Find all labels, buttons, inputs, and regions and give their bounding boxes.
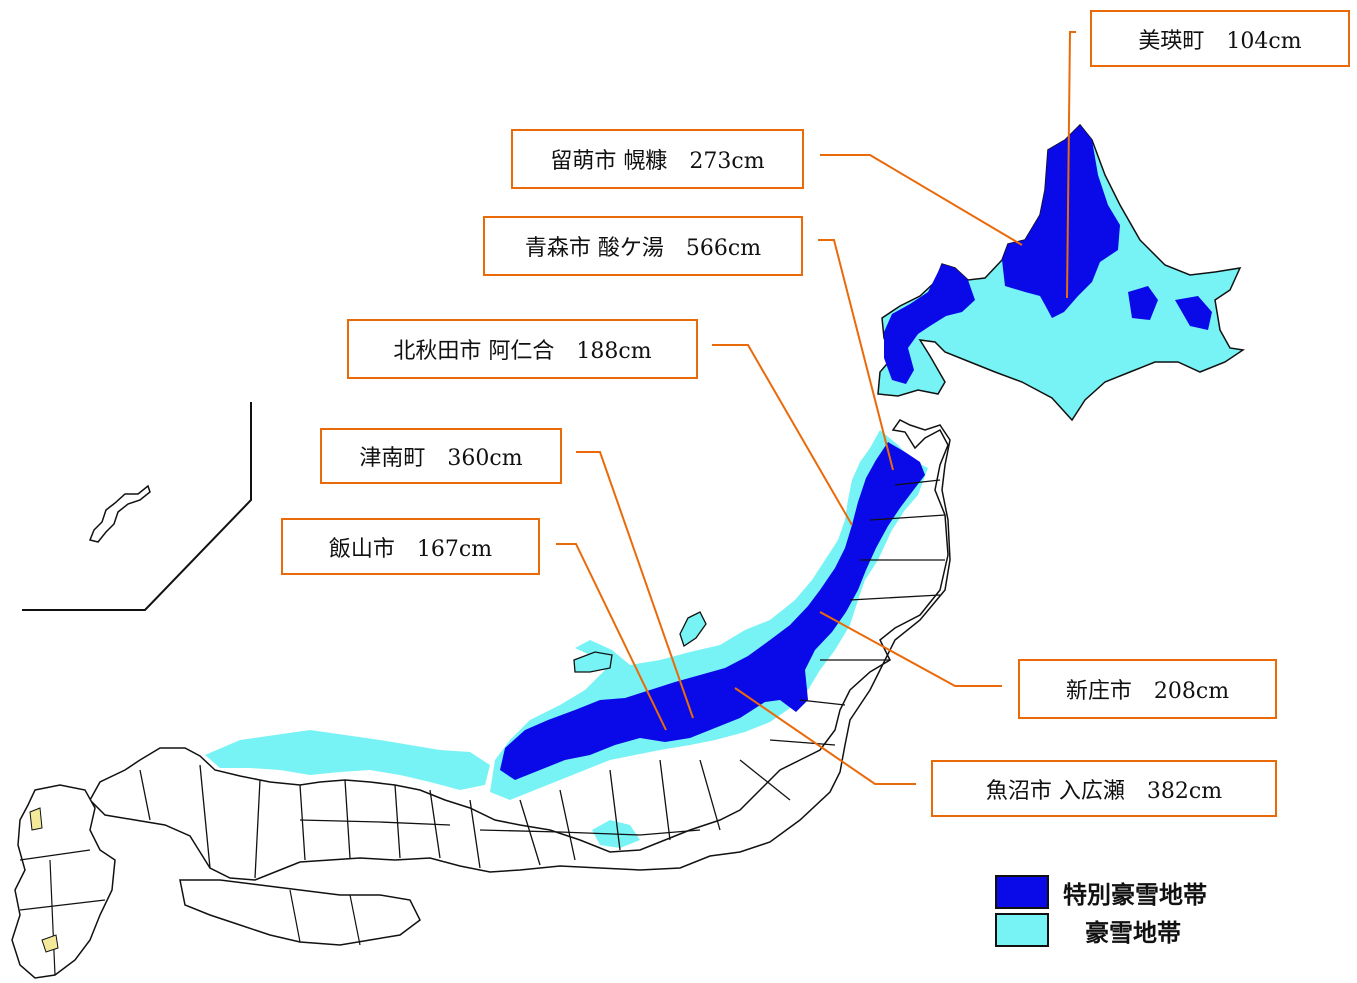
legend-label-special: 特別豪雪地帯 <box>1063 880 1207 909</box>
chugoku-heavy-snow <box>205 730 490 790</box>
callout-shinjo: 新庄市 208cm <box>1018 659 1277 719</box>
callout-kitaakita: 北秋田市 阿仁合 188cm <box>347 319 698 379</box>
hokkaido-east-special <box>1128 286 1212 330</box>
leader-shinjo <box>819 611 1002 687</box>
legend-item-heavy: 豪雪地帯 <box>995 911 1255 949</box>
hokkaido-west-special <box>884 264 975 384</box>
leader-aomori <box>818 239 894 471</box>
sado-island <box>679 611 707 648</box>
kyushu <box>11 784 116 979</box>
oki-island <box>573 651 613 673</box>
leader-uonuma <box>734 687 916 785</box>
kyushu-lake-2 <box>41 934 59 953</box>
callout-aomori: 青森市 酸ケ湯 566cm <box>483 216 803 276</box>
honshu-special-snow <box>500 442 925 780</box>
leader-kitaakita <box>712 344 853 526</box>
leader-lines <box>556 31 1076 785</box>
callout-tsunan: 津南町 360cm <box>320 428 562 484</box>
prefecture-borders <box>139 479 946 879</box>
leader-biei <box>1066 31 1076 299</box>
leader-tsunan <box>576 451 694 719</box>
leader-rumoi <box>820 154 1023 246</box>
legend: 特別豪雪地帯 豪雪地帯 <box>995 873 1255 953</box>
inset-frame <box>22 402 252 611</box>
callout-rumoi: 留萌市 幌糠 273cm <box>511 129 804 189</box>
okinawa-island <box>88 484 151 543</box>
callout-biei: 美瑛町 104cm <box>1090 10 1350 67</box>
callout-iiyama: 飯山市 167cm <box>281 518 540 575</box>
hokkaido-special-zone <box>1002 125 1120 318</box>
legend-label-heavy: 豪雪地帯 <box>1085 918 1181 947</box>
callout-uonuma: 魚沼市 入広瀬 382cm <box>931 760 1277 817</box>
leader-iiyama <box>556 543 667 731</box>
legend-item-special: 特別豪雪地帯 <box>995 873 1255 911</box>
kyushu-lake-1 <box>29 807 43 831</box>
legend-swatch-special <box>995 875 1049 909</box>
legend-swatch-heavy <box>995 913 1049 947</box>
honshu <box>89 419 951 881</box>
shikoku <box>179 879 421 946</box>
